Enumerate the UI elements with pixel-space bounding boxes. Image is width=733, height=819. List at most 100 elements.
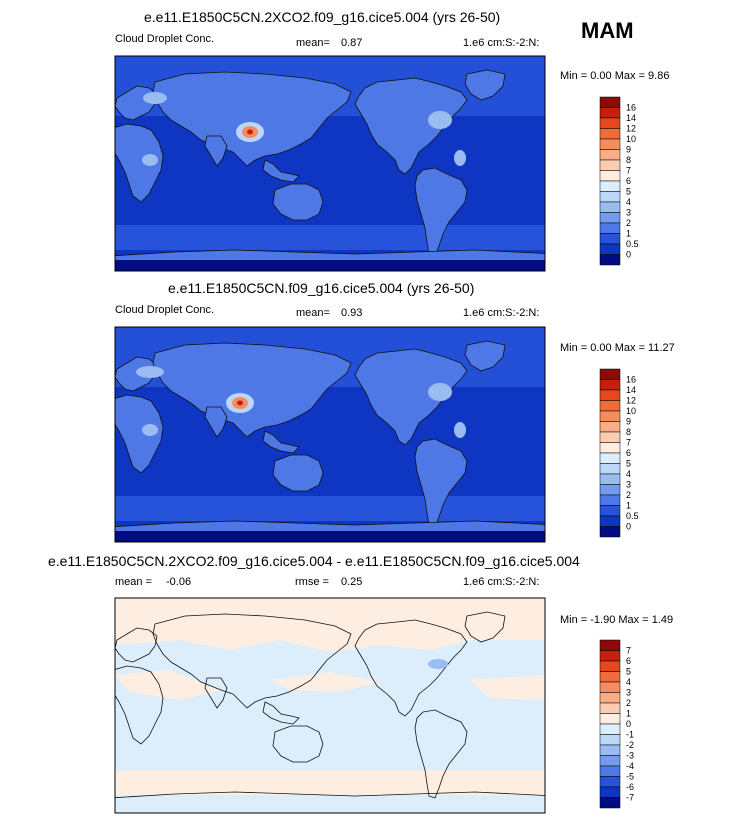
colorbar-segment — [599, 170, 621, 182]
colorbar-segment — [599, 786, 621, 798]
colorbar-segment — [599, 452, 621, 464]
colorbar-tick-label: 8 — [626, 155, 631, 165]
colorbar-tick-label: 6 — [626, 448, 631, 458]
panel-3-units: 1.e6 cm:S:-2:N: — [463, 576, 540, 588]
colorbar-tick-label: -1 — [626, 730, 634, 740]
colorbar-tick-label: -5 — [626, 772, 634, 782]
colorbar-tick-label: 8 — [626, 427, 631, 437]
colorbar-tick-label: 6 — [626, 176, 631, 186]
panel-3-rmse-label: rmse = — [295, 576, 329, 588]
colorbar-segment — [599, 776, 621, 788]
season-label: MAM — [581, 18, 634, 43]
colorbar-tick-label: 0.5 — [626, 511, 639, 521]
colorbar-segment — [599, 117, 621, 129]
colorbar-tick-label: 0 — [626, 250, 631, 260]
colorbar-tick-label: 9 — [626, 417, 631, 427]
panel-1-title: e.e11.E1850C5CN.2XCO2.f09_g16.cice5.004 … — [144, 9, 501, 25]
colorbar-segment — [599, 254, 621, 266]
colorbar-tick-label: 16 — [626, 375, 636, 385]
colorbar-tick-label: 2 — [626, 218, 631, 228]
colorbar-tick-label: 0 — [626, 522, 631, 532]
colorbar-tick-label: -6 — [626, 782, 634, 792]
colorbar-tick-label: -2 — [626, 740, 634, 750]
colorbar-tick-label: -4 — [626, 761, 634, 771]
colorbar-segment — [599, 180, 621, 192]
colorbar-tick-label: 9 — [626, 145, 631, 155]
colorbar-tick-label: 14 — [626, 385, 636, 395]
colorbar-tick-label: 12 — [626, 124, 636, 134]
colorbar-segment — [599, 494, 621, 506]
colorbar-segment — [599, 713, 621, 725]
colorbar-tick-label: 0 — [626, 719, 631, 729]
panel-1-minmax: Min = 0.00 Max = 9.86 — [560, 70, 670, 82]
colorbar-segment — [599, 515, 621, 527]
colorbar-segment — [599, 505, 621, 517]
panel-3-frame — [114, 597, 546, 814]
colorbar-segment — [599, 744, 621, 756]
colorbar-tick-label: 1 — [626, 501, 631, 511]
colorbar-segment — [599, 212, 621, 224]
colorbar-tick-label: 12 — [626, 396, 636, 406]
colorbar-tick-label: -7 — [626, 793, 634, 803]
panel-2-map — [115, 327, 545, 542]
colorbar-segment — [599, 442, 621, 454]
colorbar-segment — [599, 243, 621, 255]
panel-2-mean-label: mean= — [296, 307, 330, 319]
colorbar-segment — [599, 201, 621, 213]
colorbar-segment — [599, 368, 621, 380]
colorbar-segment — [599, 702, 621, 714]
colorbar-segment — [599, 639, 621, 651]
colorbar-tick-label: 7 — [626, 646, 631, 656]
colorbar-segment — [599, 410, 621, 422]
colorbar-segment — [599, 692, 621, 704]
colorbar-tick-label: 5 — [626, 667, 631, 677]
panel-3-minmax: Min = -1.90 Max = 1.49 — [560, 614, 674, 626]
colorbar-tick-label: 7 — [626, 166, 631, 176]
panel-3-mean-label: mean = — [115, 576, 152, 588]
panel-3-mean-value: -0.06 — [166, 576, 192, 588]
colorbar-segment — [599, 681, 621, 693]
colorbar-segment — [599, 107, 621, 119]
colorbar-tick-label: 16 — [626, 103, 636, 113]
colorbar-segment — [599, 723, 621, 735]
colorbar-segment — [599, 755, 621, 767]
colorbar-tick-label: 1 — [626, 709, 631, 719]
colorbar-segment — [599, 128, 621, 140]
panel-2-minmax: Min = 0.00 Max = 11.27 — [560, 342, 675, 354]
colorbar-tick-label: 4 — [626, 469, 631, 479]
colorbar-segment — [599, 191, 621, 203]
colorbar-tick-label: 7 — [626, 438, 631, 448]
colorbar-tick-label: 1 — [626, 229, 631, 239]
colorbar-segment — [599, 400, 621, 412]
colorbar-segment — [599, 379, 621, 391]
colorbar-segment — [599, 734, 621, 746]
colorbar-segment — [599, 96, 621, 108]
panel-1-map — [115, 56, 545, 271]
panel-3-title: e.e11.E1850C5CN.2XCO2.f09_g16.cice5.004 … — [48, 553, 580, 569]
colorbar-segment — [599, 797, 621, 809]
colorbar-tick-label: 2 — [626, 698, 631, 708]
colorbar-segment — [599, 149, 621, 161]
panel-1-variable: Cloud Droplet Conc. — [115, 33, 215, 45]
colorbar-segment — [599, 138, 621, 150]
panel-2-mean-value: 0.93 — [341, 307, 363, 319]
colorbar-segment — [599, 650, 621, 662]
colorbar-tick-label: 3 — [626, 688, 631, 698]
colorbar-segment — [599, 526, 621, 538]
colorbar-segment — [599, 389, 621, 401]
panel-1-units: 1.e6 cm:S:-2:N: — [463, 37, 540, 49]
colorbar-segment — [599, 765, 621, 777]
panel-2-title: e.e11.E1850C5CN.f09_g16.cice5.004 (yrs 2… — [168, 280, 475, 296]
panel-2-frame — [114, 326, 546, 543]
colorbar-segment — [599, 233, 621, 245]
colorbar-tick-label: 4 — [626, 197, 631, 207]
colorbar-tick-label: -3 — [626, 751, 634, 761]
colorbar-segment — [599, 222, 621, 234]
colorbar-segment — [599, 421, 621, 433]
colorbar-tick-label: 4 — [626, 677, 631, 687]
colorbar-segment — [599, 159, 621, 171]
panel-1-mean-label: mean= — [296, 37, 330, 49]
